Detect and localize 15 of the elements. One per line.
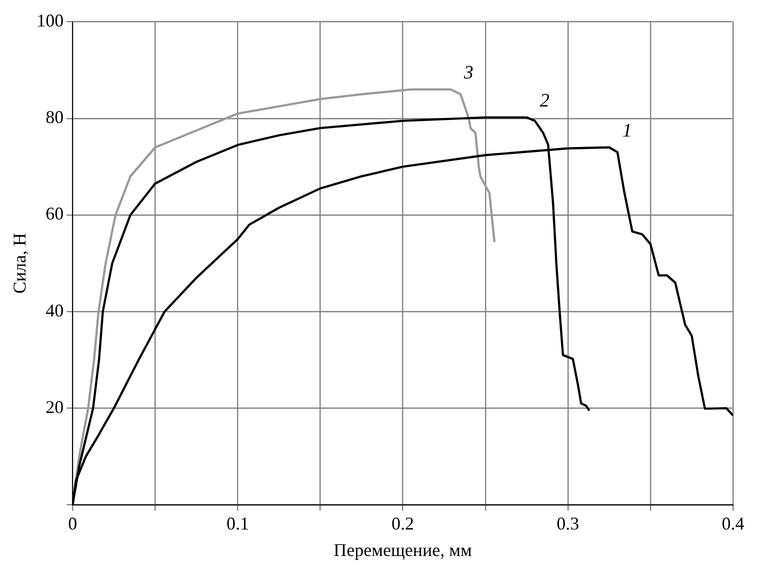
x-tick-label: 0.2: [392, 513, 414, 534]
y-axis-title: Сила, Н: [10, 232, 30, 294]
series-label: 2: [540, 90, 550, 112]
x-tick-label: 0: [68, 513, 78, 534]
y-tick-label: 20: [46, 396, 64, 417]
y-tick-label: 60: [46, 204, 64, 224]
series-label: 1: [622, 120, 632, 142]
y-tick-label: 40: [46, 300, 64, 320]
y-tick-label: 80: [46, 107, 64, 128]
x-tick-label: 0.4: [722, 513, 744, 534]
series-label: 3: [462, 62, 474, 84]
x-tick-label: 0.3: [556, 513, 580, 534]
x-tick-label: 0.1: [226, 513, 249, 534]
y-tick-label: 100: [36, 10, 64, 31]
x-axis-title: Перемещение, мм: [334, 540, 472, 560]
